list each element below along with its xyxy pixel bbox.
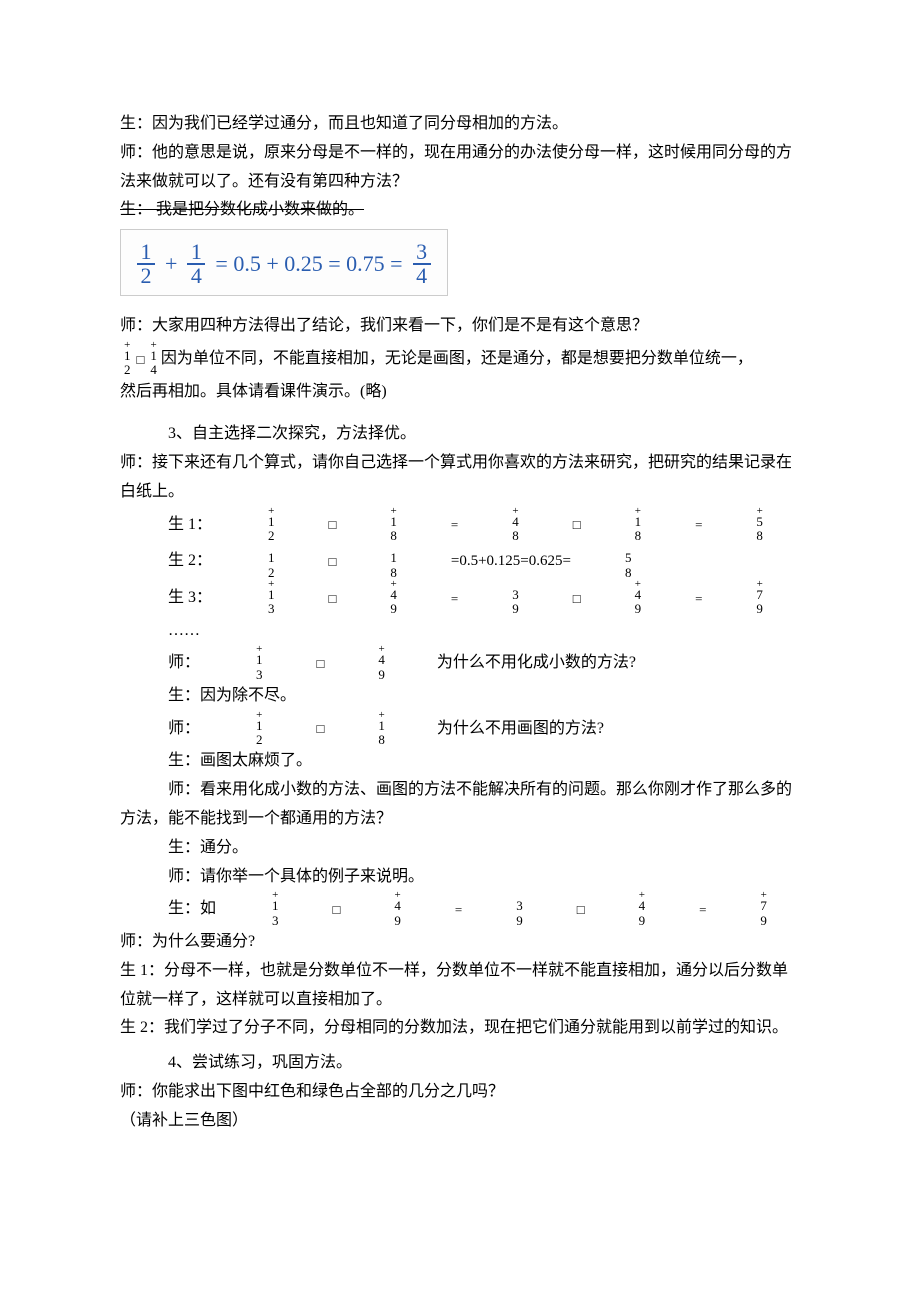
handwriting-image-box: 12 + 14 = 0.5 + 0.25 = 0.75 = 34 xyxy=(120,229,448,296)
dialog-line: 师：为什么要通分? xyxy=(120,928,800,957)
dialog-line-struck: 生： 我是把分数化成小数来做的。 xyxy=(120,196,800,225)
dialog-line: （请补上三色图） xyxy=(120,1107,800,1136)
fraction: +49 xyxy=(591,891,646,928)
fraction: +48 xyxy=(464,507,519,544)
dialog-line: 师：大家用四种方法得出了结论，我们来看一下，你们是不是有这个意思？ xyxy=(120,312,800,341)
fraction: 18 xyxy=(342,543,397,580)
fraction: + 1 4 xyxy=(150,341,157,378)
student-work-line: 生 1： +12 □ +18 = +48 □ +18 = +58 xyxy=(120,507,800,544)
fraction-unit-line: + 1 2 □ + 1 4 因为单位不同，不能直接相加，无论是画图，还是通分，都… xyxy=(120,341,800,378)
ellipsis-line: …… xyxy=(120,617,800,646)
student-work-line: 生 3： +13 □ +49 = 39 □ +49 = +79 xyxy=(120,580,800,617)
question-text: 为什么不用画图的方法? xyxy=(389,715,604,744)
fraction: +18 xyxy=(330,711,385,748)
dialog-line: 生：因为我们已经学过通分，而且也知道了同分母相加的方法。 xyxy=(120,110,800,139)
fraction: +13 xyxy=(224,891,279,928)
fraction: 39 xyxy=(468,891,523,928)
fraction: +79 xyxy=(708,580,763,617)
dialog-line: 师：接下来还有几个算式，请你自己选择一个算式用你喜欢的方法来研究，把研究的结果记… xyxy=(120,449,800,507)
dialog-line: 生：通分。 xyxy=(120,834,800,863)
dialog-line: 然后再相加。具体请看课件演示。(略) xyxy=(120,378,800,407)
decimal-text: =0.5+0.125=0.625= xyxy=(401,548,573,575)
fraction: +49 xyxy=(342,580,397,617)
student-work-line: 生 2： 12 □ 18 =0.5+0.125=0.625= 58 xyxy=(120,543,800,580)
handwriting-equation: 12 + 14 = 0.5 + 0.25 = 0.75 = 34 xyxy=(133,238,435,287)
dialog-line: 生：画图太麻烦了。 xyxy=(120,747,800,776)
op-box: □ xyxy=(135,348,147,371)
fraction: +13 xyxy=(208,645,263,682)
section-heading: 3、自主选择二次探究，方法择优。 xyxy=(120,420,800,449)
dialog-text: 因为单位不同，不能直接相加，无论是画图，还是通分，都是想要把分数单位统一， xyxy=(161,345,753,374)
fraction: +18 xyxy=(342,507,397,544)
student-example-line: 生：如 +13 □ +49 = 39 □ +49 = +79 xyxy=(120,891,800,928)
fraction: +49 xyxy=(330,645,385,682)
fraction: +18 xyxy=(587,507,642,544)
student-label: 生：如 xyxy=(120,895,216,924)
fraction: 58 xyxy=(577,543,632,580)
dialog-line: 师：看来用化成小数的方法、画图的方法不能解决所有的问题。那么你刚才作了那么多的方… xyxy=(120,776,800,834)
dialog-line: 师：他的意思是说，原来分母是不一样的，现在用通分的办法使分母一样，这时候用同分母… xyxy=(120,139,800,197)
fraction: 12 xyxy=(220,543,275,580)
student-label: 生 1： xyxy=(120,511,212,540)
teacher-question-line: 师： +12 □ +18 为什么不用画图的方法? xyxy=(120,711,800,748)
fraction: +49 xyxy=(346,891,401,928)
dialog-line: 生 1：分母不一样，也就是分数单位不一样，分数单位不一样就不能直接相加，通分以后… xyxy=(120,957,800,1015)
dialog-line: 师：你能求出下图中红色和绿色占全部的几分之几吗？ xyxy=(120,1078,800,1107)
student-label: 生 2： xyxy=(120,547,212,576)
document-page: 生：因为我们已经学过通分，而且也知道了同分母相加的方法。 师：他的意思是说，原来… xyxy=(0,0,920,1215)
fraction: +58 xyxy=(708,507,763,544)
student-label: 生 3： xyxy=(120,584,212,613)
dialog-line: 生 2：我们学过了分子不同，分母相同的分数加法，现在把它们通分就能用到以前学过的… xyxy=(120,1014,800,1043)
dialog-line: 师：请你举一个具体的例子来说明。 xyxy=(120,863,800,892)
dialog-line: 生：因为除不尽。 xyxy=(120,682,800,711)
section-heading: 4、尝试练习，巩固方法。 xyxy=(120,1049,800,1078)
fraction: 39 xyxy=(464,580,519,617)
teacher-label: 师： xyxy=(120,649,200,678)
fraction: +79 xyxy=(712,891,767,928)
fraction: + 1 2 xyxy=(124,341,131,378)
teacher-label: 师： xyxy=(120,715,200,744)
teacher-question-line: 师： +13 □ +49 为什么不用化成小数的方法? xyxy=(120,645,800,682)
fraction: +12 xyxy=(220,507,275,544)
fraction: +12 xyxy=(208,711,263,748)
fraction: +49 xyxy=(587,580,642,617)
fraction: +13 xyxy=(220,580,275,617)
question-text: 为什么不用化成小数的方法? xyxy=(389,649,636,678)
